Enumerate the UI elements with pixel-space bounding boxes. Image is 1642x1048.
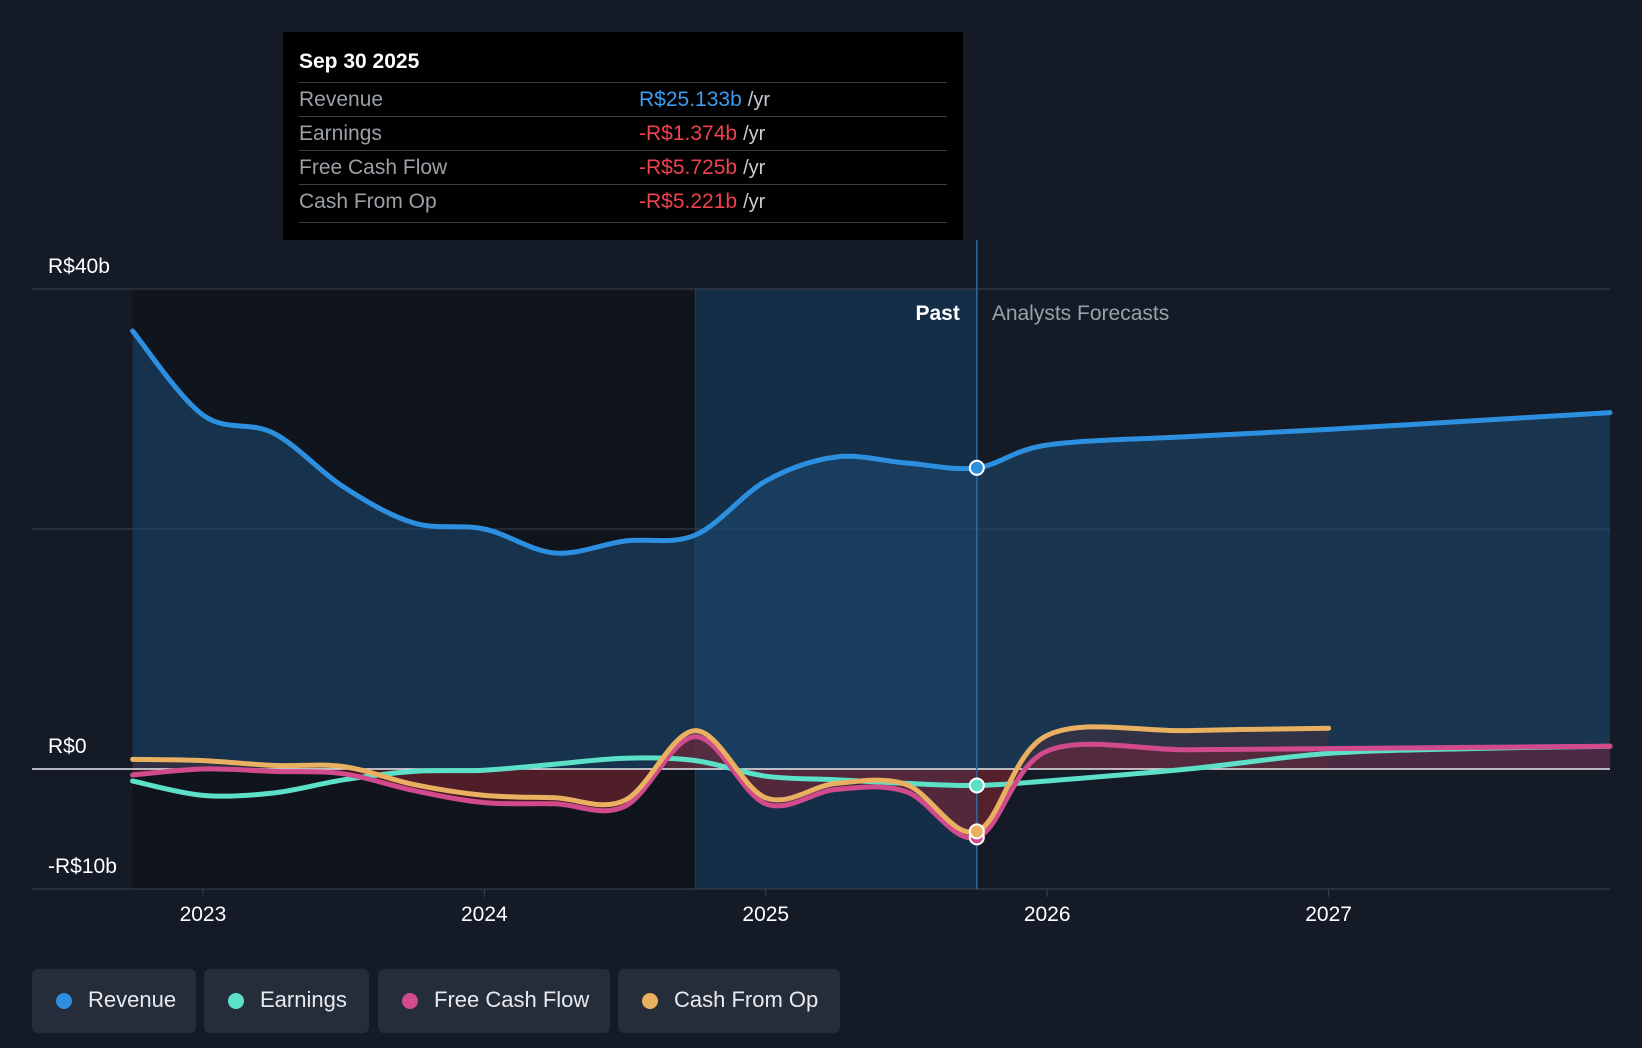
legend-dot-icon bbox=[56, 993, 72, 1009]
tooltip-label: Revenue bbox=[299, 88, 384, 111]
tooltip-unit: /yr bbox=[743, 123, 766, 145]
tooltip: Sep 30 2025 Revenue R$25.133b/yr Earning… bbox=[283, 32, 963, 240]
tooltip-unit: /yr bbox=[743, 191, 766, 213]
earnings-marker bbox=[968, 777, 985, 794]
x-tick-label: 2027 bbox=[1305, 903, 1352, 926]
tooltip-row-cash-from-op: Cash From Op -R$5.221b/yr bbox=[299, 184, 947, 219]
legend-item-free-cash-flow[interactable]: Free Cash Flow bbox=[378, 969, 610, 1033]
cash-from-op-marker bbox=[968, 823, 985, 840]
legend-dot-icon bbox=[402, 993, 418, 1009]
x-tick-label: 2026 bbox=[1024, 903, 1071, 926]
tooltip-row-revenue: Revenue R$25.133b/yr bbox=[299, 82, 947, 117]
tooltip-date: Sep 30 2025 bbox=[299, 50, 420, 73]
past-label: Past bbox=[915, 302, 959, 325]
series-markers bbox=[968, 459, 985, 846]
tooltip-label: Cash From Op bbox=[299, 190, 437, 213]
tooltip-value: -R$5.725b bbox=[639, 156, 738, 179]
x-tick-label: 2023 bbox=[180, 903, 227, 926]
revenue-marker bbox=[968, 459, 985, 476]
tooltip-value: -R$1.374b bbox=[639, 122, 738, 145]
legend-label: Cash From Op bbox=[674, 987, 819, 1012]
y-tick-label: -R$10b bbox=[48, 855, 117, 878]
revenue-line bbox=[130, 328, 1613, 556]
tooltip-label: Earnings bbox=[299, 122, 382, 145]
forecast-label: Analysts Forecasts bbox=[992, 302, 1169, 325]
revenue-area bbox=[132, 331, 1611, 769]
tooltip-unit: /yr bbox=[747, 89, 770, 111]
tooltip-value: R$25.133b bbox=[639, 88, 742, 111]
legend-item-revenue[interactable]: Revenue bbox=[32, 969, 196, 1033]
legend-label: Free Cash Flow bbox=[434, 987, 590, 1012]
legend-dot-icon bbox=[642, 993, 658, 1009]
free-cash-flow-line bbox=[130, 734, 1613, 841]
y-tick-label: R$0 bbox=[48, 735, 87, 758]
tooltip-divider bbox=[299, 222, 947, 223]
tooltip-label: Free Cash Flow bbox=[299, 156, 448, 179]
legend-dot-icon bbox=[228, 993, 244, 1009]
legend-item-cash-from-op[interactable]: Cash From Op bbox=[618, 969, 840, 1033]
series-lines bbox=[130, 328, 1613, 841]
tooltip-value: -R$5.221b bbox=[639, 190, 738, 213]
tooltip-row-earnings: Earnings -R$1.374b/yr bbox=[299, 116, 947, 151]
y-axis-labels: R$40b R$0 -R$10b bbox=[48, 255, 117, 878]
x-tick-label: 2025 bbox=[742, 903, 789, 926]
tooltip-row-free-cash-flow: Free Cash Flow -R$5.725b/yr bbox=[299, 150, 947, 185]
tooltip-unit: /yr bbox=[743, 157, 766, 179]
legend-item-earnings[interactable]: Earnings bbox=[204, 969, 369, 1033]
legend-label: Earnings bbox=[260, 987, 347, 1012]
x-axis-labels: 2023 2024 2025 2026 2027 bbox=[180, 889, 1352, 926]
x-tick-label: 2024 bbox=[461, 903, 508, 926]
legend-label: Revenue bbox=[88, 987, 177, 1012]
earnings-line bbox=[130, 743, 1613, 799]
y-tick-label: R$40b bbox=[48, 255, 110, 278]
cash-from-op-line bbox=[130, 724, 1332, 835]
